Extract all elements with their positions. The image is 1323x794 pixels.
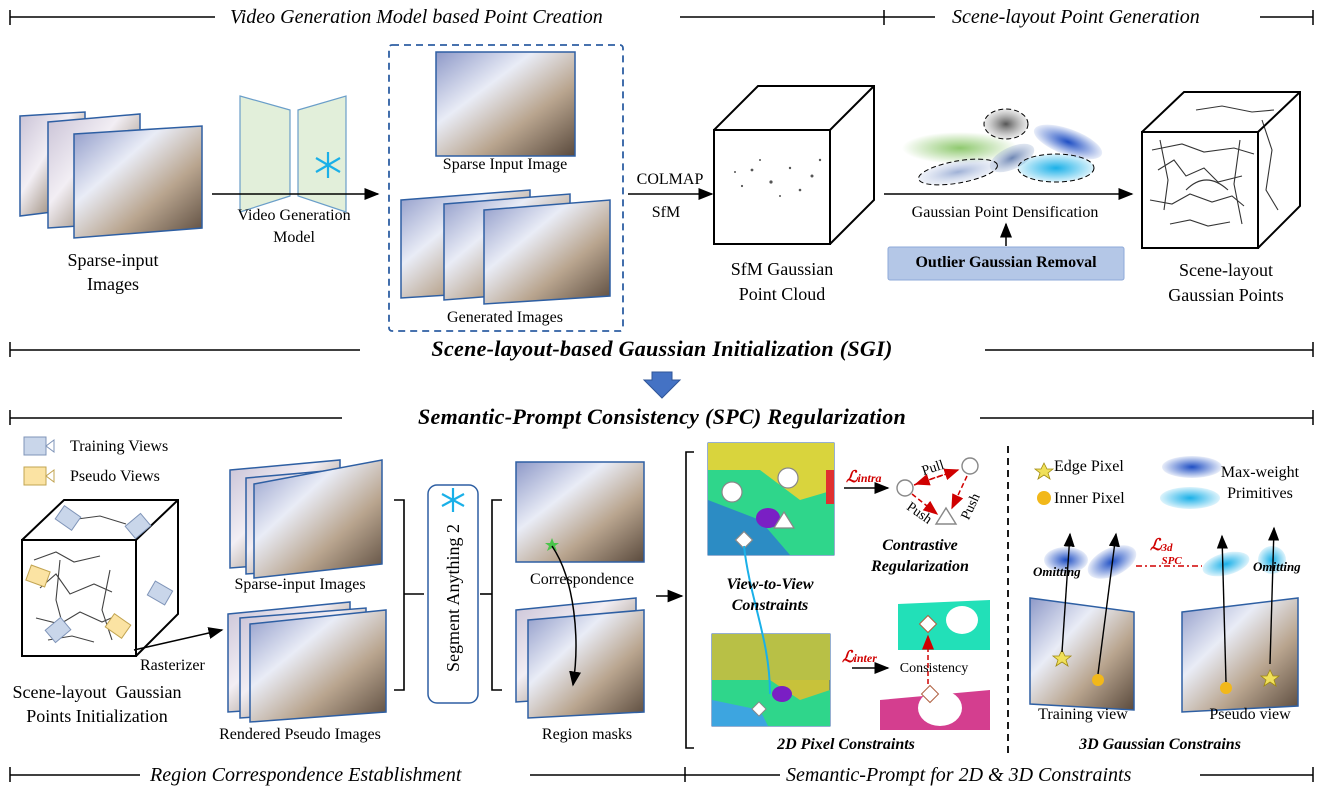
label-sam: Segment Anything 2 xyxy=(443,524,463,672)
section-sgi: Scene-layout-based Gaussian Initializati… xyxy=(431,336,893,361)
loss-inter: ℒinter xyxy=(842,649,877,666)
label-max-weight: Max-weight Primitives xyxy=(1220,464,1300,502)
correspondence-arrow xyxy=(551,545,581,687)
section-bottom-right: Semantic-Prompt for 2D & 3D Constraints xyxy=(786,764,1132,786)
bottom-sparse-stack xyxy=(229,459,383,579)
sam-brackets xyxy=(394,499,502,691)
down-arrow xyxy=(642,371,682,399)
view-view-markers xyxy=(721,467,799,550)
label-colmap: COLMAP xyxy=(636,171,704,188)
label-region-masks: Region masks xyxy=(541,726,633,743)
label-edge-pixel: Edge Pixel xyxy=(1054,458,1124,475)
label-video-model: Video Generation Model xyxy=(237,207,351,247)
label-init: Scene-layout Gaussian Points Initializat… xyxy=(12,682,182,727)
cyan-link xyxy=(743,545,771,695)
region-masks-stack xyxy=(515,597,645,719)
pseudo-view-cams xyxy=(25,564,132,639)
view-view-regions xyxy=(708,443,834,555)
label-inner-pixel: Inner Pixel xyxy=(1054,490,1125,507)
label-training-view: Training view xyxy=(1038,706,1128,723)
label-sparse-input: Sparse-input Images xyxy=(67,250,159,295)
inner-pixel-icon xyxy=(1037,491,1051,505)
sparse-input-image xyxy=(435,51,576,157)
label-view-to-view: View-to-View Constraints xyxy=(726,576,814,614)
middle-bracket xyxy=(656,451,694,749)
view-pixels xyxy=(1051,649,1281,694)
outlier-box xyxy=(887,246,1125,281)
star-marker xyxy=(545,538,559,551)
sfm-cube xyxy=(713,85,875,245)
sam-snowflake-icon xyxy=(441,488,465,512)
section-top-left: Video Generation Model based Point Creat… xyxy=(230,6,603,28)
label-gaussian-constraints: 3D Gaussian Constrains xyxy=(1079,736,1241,753)
section-spc: Semantic-Prompt Consistency (SPC) Regula… xyxy=(417,404,907,429)
label-pixel-constraints: 2D Pixel Constraints xyxy=(777,736,915,753)
section-top-right: Scene-layout Point Generation xyxy=(952,6,1200,28)
correspondence-image xyxy=(515,461,645,563)
gaussians-3d xyxy=(1044,545,1286,579)
spc-bracket xyxy=(9,410,1314,425)
loss-intra: ℒintra xyxy=(846,469,882,486)
label-densification: Gaussian Point Densification xyxy=(911,204,1099,221)
label-correspondence: Correspondence xyxy=(530,571,634,588)
scene-layout-points xyxy=(1149,105,1279,227)
label-generated-images: Generated Images xyxy=(447,309,563,326)
pseudo-view-image xyxy=(1181,597,1299,713)
contrastive-arrows xyxy=(911,468,968,515)
sfm-points xyxy=(734,158,822,197)
label-sfm-cloud: SfM Gaussian Point Cloud xyxy=(730,259,834,305)
pixel-regions xyxy=(712,634,830,726)
max-weight-blue-icon xyxy=(1162,456,1222,478)
video-model-icon xyxy=(239,95,347,213)
rendered-pseudo-stack xyxy=(227,601,387,723)
training-view-image xyxy=(1029,597,1135,711)
training-view-cams xyxy=(44,505,174,644)
legend-training: Training Views xyxy=(70,438,169,455)
label-rendered-pseudo: Rendered Pseudo Images xyxy=(219,726,381,743)
label-omitting2: Omitting xyxy=(1253,559,1301,574)
label-contrastive: Contrastive Regularization xyxy=(871,537,969,575)
sgi-bracket xyxy=(9,342,1314,357)
generated-box xyxy=(388,44,624,332)
loss-spc: ℒ 3d SPC xyxy=(1150,537,1182,567)
label-rasterizer: Rasterizer xyxy=(140,657,205,674)
max-weight-cyan-icon xyxy=(1160,487,1220,509)
edge-pixel-icon xyxy=(1033,462,1055,480)
label-scene-layout: Scene-layout Gaussian Points xyxy=(1168,260,1284,306)
sam-box xyxy=(427,484,479,704)
arrow-rasterizer xyxy=(133,627,224,651)
scene-layout-cube xyxy=(1141,91,1301,249)
legend-training-icon xyxy=(23,436,55,456)
label-consistency: Consistency xyxy=(899,661,969,676)
init-cube xyxy=(21,499,179,657)
label-pseudo-view: Pseudo view xyxy=(1209,706,1291,723)
label-omitting: Omitting xyxy=(1033,564,1081,579)
ray-arrows xyxy=(1061,526,1280,683)
label-sparse-input-image: Sparse Input Image xyxy=(442,156,568,173)
generated-images-stack xyxy=(400,189,611,305)
label-sparse-images: Sparse-input Images xyxy=(234,576,366,593)
label-outlier: Outlier Gaussian Removal xyxy=(915,254,1097,271)
section-bottom-left: Region Correspondence Establishment xyxy=(150,764,462,786)
consistency-masks xyxy=(880,600,990,730)
snowflake-icon xyxy=(315,152,341,178)
label-sfm: SfM xyxy=(651,204,681,221)
gaussian-ellipses xyxy=(902,108,1103,186)
bottom-bracket xyxy=(9,767,1314,782)
sparse-input-stack xyxy=(19,111,203,239)
contrastive-nodes xyxy=(896,457,979,525)
legend-pseudo: Pseudo Views xyxy=(70,468,160,485)
legend-pseudo-icon xyxy=(23,466,55,486)
top-bracket xyxy=(9,10,1314,25)
